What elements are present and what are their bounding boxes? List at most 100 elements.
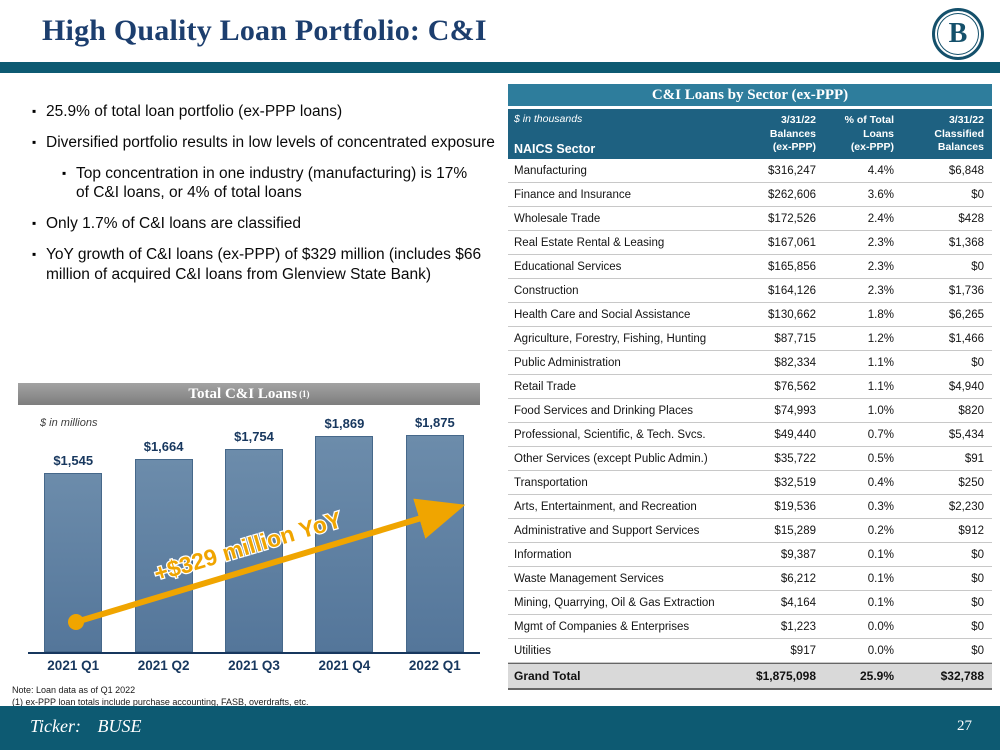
- cell-sector: Other Services (except Public Admin.): [514, 452, 708, 465]
- cell-classified: $912: [958, 524, 984, 537]
- bullet-square-icon: ▪: [62, 165, 67, 180]
- cell-classified: $1,368: [948, 236, 984, 249]
- cell-pct: 0.0%: [867, 644, 894, 657]
- logo-letter-icon: B: [948, 18, 968, 49]
- bar-value-label: $1,875: [414, 415, 455, 430]
- table-row: Administrative and Support Services $15,2…: [508, 519, 992, 543]
- bullet-item: ▪ YoY growth of C&I loans (ex-PPP) of $3…: [32, 245, 500, 285]
- bar: [315, 436, 374, 652]
- table-body: Manufacturing $316,247 4.4% $6,848 Finance a…: [508, 159, 992, 663]
- cell-classified: $820: [958, 404, 984, 417]
- cell-pct: 2.3%: [867, 260, 894, 273]
- chart-units-label: $ in millions: [40, 417, 98, 429]
- bullet-text: YoY growth of C&I loans (ex-PPP) of $329…: [46, 246, 482, 283]
- bullet-text: 25.9% of total loan portfolio (ex-PPP lo…: [46, 103, 343, 120]
- cell-sector: Retail Trade: [514, 380, 577, 393]
- cell-classified: $0: [971, 620, 984, 633]
- table-row: Information $9,387 0.1% $0: [508, 543, 992, 567]
- bullet-text: Only 1.7% of C&I loans are classified: [46, 215, 302, 233]
- cell-balance: $6,212: [780, 572, 816, 585]
- cell-sector: Food Services and Drinking Places: [514, 404, 693, 417]
- cell-pct: 1.2%: [867, 332, 894, 345]
- cell-sector: Information: [514, 548, 572, 561]
- cell-sector: Manufacturing: [514, 164, 587, 177]
- busey-logo: B: [932, 8, 984, 60]
- cell-balance: $262,606: [768, 188, 816, 201]
- page-number: 27: [957, 718, 972, 734]
- cell-balance: $82,334: [774, 356, 816, 369]
- cell-classified: $4,940: [948, 380, 984, 393]
- grand-total-classified: $32,788: [940, 669, 984, 683]
- cell-sector: Arts, Entertainment, and Recreation: [514, 500, 697, 513]
- ticker-value: BUSE: [97, 716, 142, 736]
- cell-balance: $32,519: [774, 476, 816, 489]
- cell-pct: 0.3%: [867, 500, 894, 513]
- table-row: Arts, Entertainment, and Recreation $19,5…: [508, 495, 992, 519]
- bullet-square-icon: ▪: [32, 216, 37, 231]
- cell-pct: 1.1%: [867, 356, 894, 369]
- bar-slot: $1,664: [118, 432, 208, 652]
- cell-balance: $316,247: [768, 164, 816, 177]
- chart-title-footnote-marker: (1): [299, 389, 310, 399]
- cell-classified: $0: [971, 548, 984, 561]
- table-row: Health Care and Social Assistance $130,66…: [508, 303, 992, 327]
- note-line-2: (1) ex-PPP loan totals include purchase …: [12, 697, 309, 708]
- header-divider-bar: [0, 62, 1000, 73]
- bar-category-label: 2022 Q1: [408, 658, 461, 673]
- table-col-header-classified: 3/31/22 Classified Balances: [934, 114, 984, 154]
- bar-value-label: $1,545: [53, 453, 94, 468]
- bar: [134, 459, 193, 652]
- cell-pct: 1.0%: [867, 404, 894, 417]
- cell-balance: $15,289: [774, 524, 816, 537]
- bar-category-label: 2021 Q1: [47, 658, 100, 673]
- cell-classified: $0: [971, 356, 984, 369]
- cell-pct: 4.4%: [867, 164, 894, 177]
- bullet-item: ▪ Diversified portfolio results in low l…: [32, 133, 500, 153]
- cell-classified: $2,230: [948, 500, 984, 513]
- cell-classified: $6,848: [948, 164, 984, 177]
- cell-balance: $19,536: [774, 500, 816, 513]
- cell-balance: $165,856: [768, 260, 816, 273]
- cell-classified: $91: [964, 452, 984, 465]
- cell-pct: 0.1%: [867, 572, 894, 585]
- cell-sector: Real Estate Rental & Leasing: [514, 236, 665, 249]
- bar-value-label: $1,664: [143, 439, 184, 454]
- bar: [225, 449, 284, 652]
- table-row: Manufacturing $316,247 4.4% $6,848: [508, 159, 992, 183]
- cell-pct: 2.4%: [867, 212, 894, 225]
- table-header-sector: $ in thousands NAICS Sector: [508, 109, 730, 159]
- cell-sector: Agriculture, Forestry, Fishing, Hunting: [514, 332, 707, 345]
- chart-title: Total C&I Loans: [188, 385, 298, 402]
- cell-balance: $917: [790, 644, 816, 657]
- table-row: Agriculture, Forestry, Fishing, Hunting $…: [508, 327, 992, 351]
- table-row: Retail Trade $76,562 1.1% $4,940: [508, 375, 992, 399]
- table-row: Public Administration $82,334 1.1% $0: [508, 351, 992, 375]
- cell-pct: 0.1%: [867, 596, 894, 609]
- cell-pct: 1.1%: [867, 380, 894, 393]
- grand-total-label: Grand Total: [514, 669, 581, 683]
- cell-balance: $4,164: [780, 596, 816, 609]
- bar-slot: $1,869: [299, 416, 389, 652]
- cell-pct: 1.8%: [867, 308, 894, 321]
- chart-title-bar: Total C&I Loans (1): [18, 383, 480, 405]
- grand-total-balance: $1,875,098: [755, 669, 816, 683]
- cell-sector: Administrative and Support Services: [514, 524, 700, 537]
- cell-sector: Mgmt of Companies & Enterprises: [514, 620, 690, 633]
- page-title: High Quality Loan Portfolio: C&I: [42, 14, 487, 47]
- cell-classified: $1,466: [948, 332, 984, 345]
- ticker: Ticker: BUSE: [30, 716, 142, 737]
- bar-category-label: 2021 Q2: [137, 658, 190, 673]
- cell-pct: 0.4%: [867, 476, 894, 489]
- table-row: Food Services and Drinking Places $74,993…: [508, 399, 992, 423]
- bar: [405, 435, 464, 652]
- cell-balance: $49,440: [774, 428, 816, 441]
- cell-balance: $1,223: [780, 620, 816, 633]
- table-row: Educational Services $165,856 2.3% $0: [508, 255, 992, 279]
- cell-pct: 0.1%: [867, 548, 894, 561]
- bullet-text: Top concentration in one industry (manuf…: [76, 164, 468, 202]
- cell-pct: 2.3%: [867, 236, 894, 249]
- grand-total-row: Grand Total $1,875,098 25.9% $32,788: [508, 663, 992, 690]
- chart-plot-area: $1,545 $1,664 $1,754 $1,869 $1,875: [28, 415, 480, 652]
- table-row: Mgmt of Companies & Enterprises $1,223 0.0…: [508, 615, 992, 639]
- bar-value-label: $1,869: [324, 416, 365, 431]
